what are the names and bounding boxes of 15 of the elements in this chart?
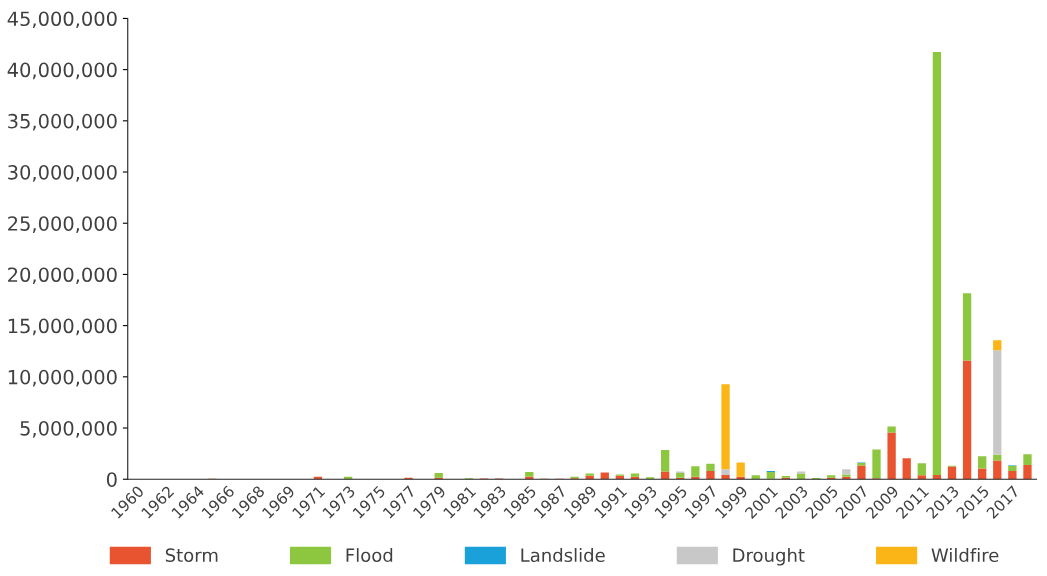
legend-label: Storm (165, 548, 218, 563)
legend-label: Wildfire (931, 548, 999, 563)
legend-label: Flood (346, 548, 393, 563)
y-tick-label: 40,000,000 (7, 62, 117, 80)
y-tick-label: 45,000,000 (7, 11, 117, 29)
y-tick-label: 10,000,000 (8, 369, 117, 387)
y-tick-label: 0 (106, 472, 117, 487)
legend-label: Drought (733, 548, 805, 566)
y-tick-label: 30,000,000 (8, 164, 117, 182)
y-tick-label: 5,000,000 (20, 420, 117, 438)
legend-label: Landslide (521, 548, 605, 563)
y-tick-label: 35,000,000 (8, 113, 117, 131)
y-tick-label: 15,000,000 (8, 318, 117, 336)
y-tick-label: 20,000,000 (8, 267, 117, 285)
y-tick-label: 25,000,000 (8, 216, 117, 233)
